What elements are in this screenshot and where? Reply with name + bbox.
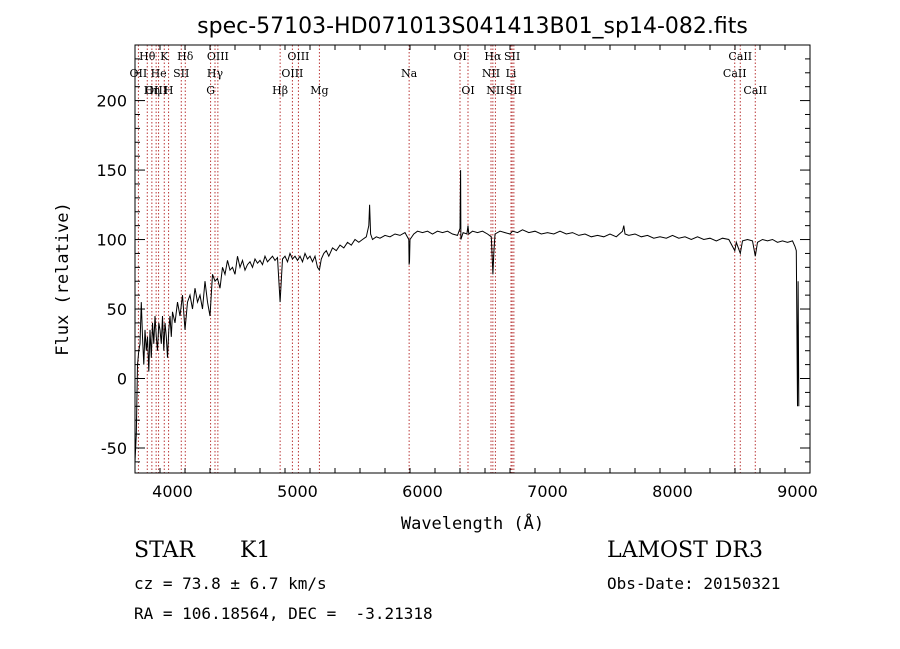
line-marker-label: Hβ xyxy=(272,84,288,97)
line-marker-label: OIII xyxy=(287,50,309,63)
line-marker-label: CaII xyxy=(743,84,767,97)
line-marker-label: NII xyxy=(482,67,500,80)
line-marker-label: Hθ xyxy=(139,50,156,63)
line-marker-label: SII xyxy=(506,84,522,97)
line-marker-label: Hη xyxy=(144,84,160,97)
y-tick-label: 0 xyxy=(117,370,127,389)
line-marker-label: Hδ xyxy=(177,50,194,63)
line-marker-label: Li xyxy=(506,67,517,80)
x-tick-label: 5000 xyxy=(277,482,318,501)
object-subclass: K1 xyxy=(240,538,271,563)
survey-name: LAMOST DR3 xyxy=(607,538,763,563)
line-marker-label: OIII xyxy=(207,50,229,63)
line-marker-label: OI xyxy=(453,50,466,63)
line-marker-label: NII xyxy=(486,84,504,97)
coordinates: RA = 106.18564, DEC = -3.21318 xyxy=(134,604,433,623)
object-class: STAR xyxy=(134,538,195,563)
redshift-velocity: cz = 73.8 ± 6.7 km/s xyxy=(134,574,327,593)
x-tick-label: 6000 xyxy=(402,482,443,501)
line-marker-label: K xyxy=(160,50,169,63)
y-axis-label: Flux (relative) xyxy=(53,202,73,356)
line-marker-label: OIII xyxy=(145,84,167,97)
x-tick-label: 8000 xyxy=(652,482,693,501)
observation-date: Obs-Date: 20150321 xyxy=(607,574,781,593)
x-tick-label: 9000 xyxy=(777,482,818,501)
line-marker-label: OII xyxy=(130,67,148,80)
line-marker-label: He xyxy=(151,67,167,80)
y-tick-label: 50 xyxy=(107,300,127,319)
plot-frame xyxy=(134,44,811,474)
line-marker-label: CaII xyxy=(728,50,752,63)
line-marker-label: G xyxy=(206,84,215,97)
spectrum-chart: spec-57103-HD071013S041413B01_sp14-082.f… xyxy=(53,14,818,534)
line-marker-label: SII xyxy=(173,67,189,80)
line-marker-label: Mg xyxy=(310,84,328,97)
chart-title: spec-57103-HD071013S041413B01_sp14-082.f… xyxy=(197,14,748,39)
y-tick-label: 200 xyxy=(96,92,127,111)
y-tick-label: 150 xyxy=(96,161,127,180)
x-tick-label: 4000 xyxy=(152,482,193,501)
line-marker-label: Hγ xyxy=(207,67,224,80)
spectrum-line xyxy=(134,170,800,462)
line-marker-label: Na xyxy=(401,67,418,80)
x-axis-label: Wavelength (Å) xyxy=(401,512,544,534)
y-tick-label: -50 xyxy=(101,439,127,458)
y-tick-label: 100 xyxy=(96,231,127,250)
line-marker-label: H xyxy=(164,84,174,97)
line-marker-label: CaII xyxy=(723,67,747,80)
line-marker-label: SII xyxy=(504,50,520,63)
line-marker-label: OI xyxy=(461,84,474,97)
x-tick-label: 7000 xyxy=(527,482,568,501)
line-marker-label: Hα xyxy=(484,50,502,63)
line-marker-label: OIII xyxy=(281,67,303,80)
